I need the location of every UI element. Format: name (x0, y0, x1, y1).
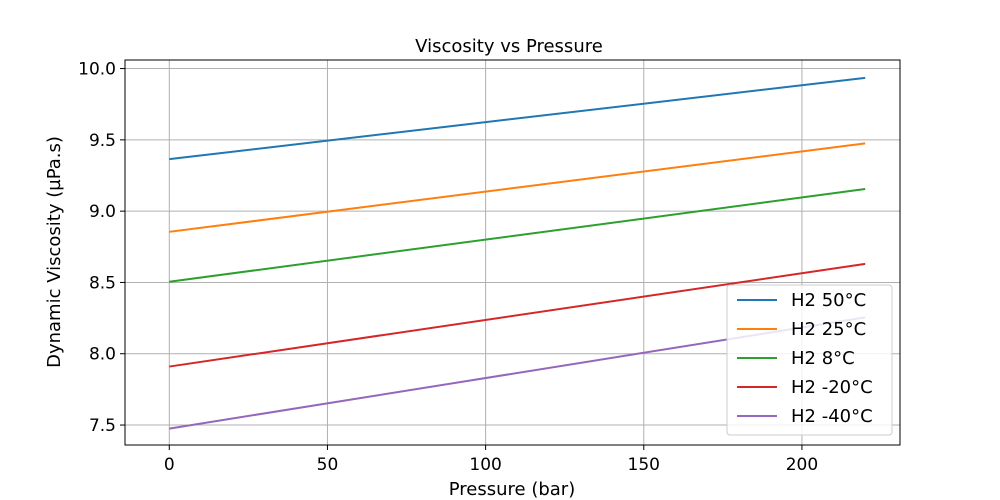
x-axis-ticks: 0 50 100 150 200 (164, 445, 818, 475)
legend-box (726, 284, 893, 436)
series-line-0 (169, 76, 866, 161)
legend-label: H2 50°C (791, 290, 866, 311)
legend-label: H2 8°C (791, 348, 855, 369)
legend-label: H2 25°C (791, 319, 866, 340)
y-tick-label: 10.0 (78, 60, 116, 80)
series-lines (169, 76, 866, 430)
x-tick-label: 200 (786, 455, 818, 475)
plot-area-frame (124, 59, 901, 446)
y-axis-label: Dynamic Viscosity (µPa.s) (44, 136, 65, 368)
y-tick-label: 9.5 (89, 131, 116, 151)
legend-label: H2 -40°C (791, 406, 873, 427)
x-tick-label: 50 (317, 455, 339, 475)
y-axis-ticks: 7.5 8.0 8.5 9.0 9.5 10.0 (78, 60, 125, 436)
series-line-3 (169, 262, 866, 368)
series-line-1 (169, 142, 866, 233)
legend-label: H2 -20°C (791, 377, 873, 398)
x-tick-label: 100 (469, 455, 501, 475)
x-axis-label: Pressure (bar) (449, 479, 575, 500)
series-line-2 (169, 188, 866, 283)
legend: H2 50°C H2 25°C H2 8°C H2 -20°C H2 -40°C (726, 284, 893, 436)
y-tick-label: 8.5 (89, 273, 116, 293)
x-tick-label: 150 (628, 455, 660, 475)
y-tick-label: 7.5 (89, 416, 116, 436)
y-tick-label: 8.0 (89, 345, 116, 365)
y-tick-label: 9.0 (89, 202, 116, 222)
chart-title: Viscosity vs Pressure (415, 36, 603, 57)
x-tick-label: 0 (164, 455, 175, 475)
